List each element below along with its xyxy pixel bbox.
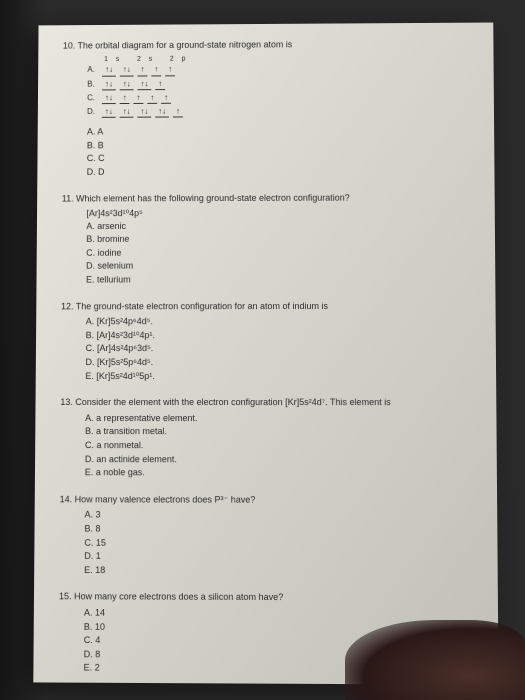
q11-opt-b: B. bromine [86,232,470,245]
orbital-row-d: D.↑↓↑↓↑↓↑↓↑ [87,104,469,118]
q14-opt-c: C. 15 [84,536,472,550]
q14-opt-e: E. 18 [84,564,472,578]
q11-options: A. arsenic B. bromine C. iodine D. selen… [86,219,470,286]
q13-options: A. a representative element. B. a transi… [85,412,472,480]
q10-num: 10. [63,41,75,51]
hand-shadow [345,620,525,700]
q12-options: A. [Kr]5s²4p⁶4d⁵. B. [Ar]4s²3d¹⁰4p¹. C. … [85,315,471,382]
q14-opt-d: D. 1 [84,550,472,564]
q12-text: The ground-state electron configuration … [76,301,328,311]
q10-opt-c: C. C [87,151,470,165]
question-12: 12. The ground-state electron configurat… [61,299,471,382]
q15-num: 15. [59,592,72,602]
q11-opt-c: C. iodine [86,246,470,259]
orbital-row-c: C.↑↓↑↑↑↑ [87,90,469,104]
q10-opt-a: A. A [87,124,469,138]
q15-text: How many core electrons does a silicon a… [74,592,283,603]
q10-text: The orbital diagram for a ground-state n… [77,39,292,50]
q14-opt-b: B. 8 [84,522,472,536]
q10-opt-d: D. D [87,164,470,178]
q14-options: A. 3 B. 8 C. 15 D. 1 E. 18 [84,509,472,578]
q12-opt-c: C. [Ar]4s²4p⁶3d⁵. [86,342,471,355]
q10-orbital-options: A.↑↓↑↓↑↑↑ B.↑↓↑↓↑↓↑ C.↑↓↑↑↑↑ D.↑↓↑↓↑↓↑↓↑ [87,62,469,118]
orbital-row-b: B.↑↓↑↓↑↓↑ [87,76,469,90]
q13-opt-a: A. a representative element. [85,412,471,425]
q13-text: Consider the element with the electron c… [75,397,390,407]
q12-num: 12. [61,301,73,311]
worksheet-page: 10. The orbital diagram for a ground-sta… [33,23,498,685]
q13-num: 13. [60,397,73,407]
q12-opt-b: B. [Ar]4s²3d¹⁰4p¹. [86,329,471,342]
question-14: 14. How many valence electrons does P³⁻ … [59,493,472,578]
q14-opt-a: A. 3 [85,509,472,523]
q13-opt-b: B. a transition metal. [85,425,471,438]
q11-config: [Ar]4s²3d¹⁰4p⁵ [86,206,469,220]
q12-opt-d: D. [Kr]5s²5p⁶4d⁵. [85,356,470,369]
q14-num: 14. [60,494,73,504]
question-13: 13. Consider the element with the electr… [60,396,472,479]
q15-opt-a: A. 14 [84,606,473,620]
q11-opt-d: D. selenium [86,259,470,272]
q12-opt-e: E. [Kr]5s²4d¹⁰5p¹. [85,370,471,383]
question-10: 10. The orbital diagram for a ground-sta… [62,37,469,178]
q12-opt-a: A. [Kr]5s²4p⁶4d⁵. [86,315,471,328]
question-11: 11. Which element has the following grou… [61,191,470,286]
orbital-row-a: A.↑↓↑↓↑↑↑ [87,62,468,76]
q11-opt-e: E. tellurium [86,273,470,286]
q13-opt-d: D. an actinide element. [85,453,472,466]
q11-opt-a: A. arsenic [86,219,470,233]
q14-text: How many valence electrons does P³⁻ have… [75,494,256,504]
q10-opt-b: B. B [87,138,469,152]
q10-answer-choices: A. A B. B C. C D. D [87,124,470,178]
q11-text: Which element has the following ground-s… [76,192,350,203]
q11-num: 11. [62,193,74,203]
q13-opt-e: E. a noble gas. [85,466,472,479]
q13-opt-c: C. a nonmetal. [85,439,471,452]
